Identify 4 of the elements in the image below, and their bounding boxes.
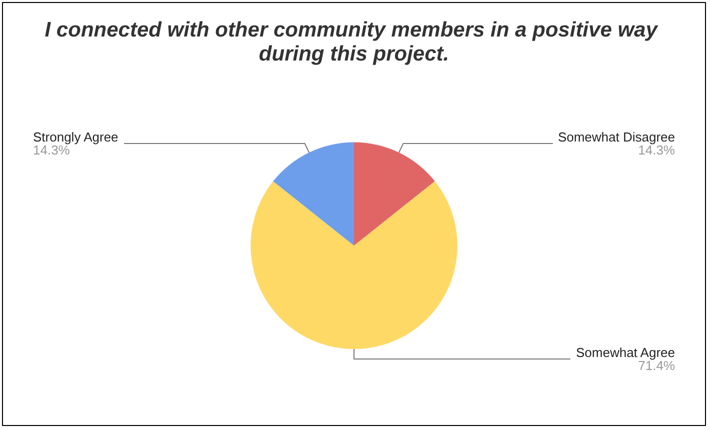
slice-label: Somewhat Disagree	[558, 130, 675, 145]
slice-label: Somewhat Agree	[576, 345, 675, 360]
chart-title: I connected with other community members in a positive way during this project.	[44, 18, 664, 66]
slice-label: Strongly Agree	[33, 130, 118, 145]
